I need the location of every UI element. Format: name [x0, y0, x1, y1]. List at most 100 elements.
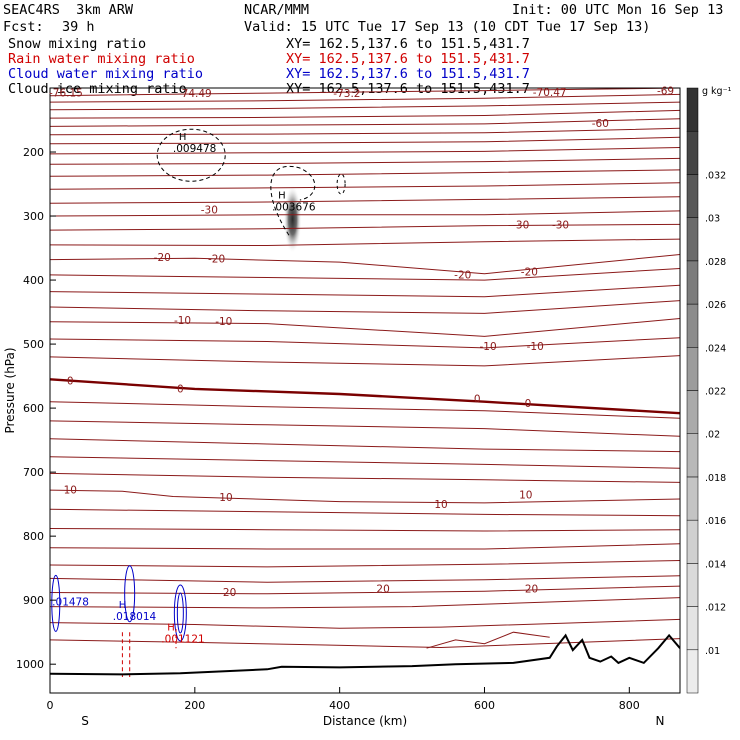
isotherm-line: [50, 401, 680, 419]
colorbar-tick-label: .018: [705, 473, 726, 484]
isotherm-label: -70.47: [533, 87, 567, 99]
isotherm-label: 10: [219, 492, 232, 504]
y-tick-label: 900: [23, 594, 44, 607]
y-tick-label: 800: [23, 530, 44, 543]
isotherm-line: [50, 196, 680, 204]
extremum-value: .018014: [113, 611, 157, 623]
extremum-value: .001121: [161, 634, 204, 646]
isotherm-label: -74.49: [178, 88, 212, 100]
extremum-value: .003676: [272, 201, 316, 213]
isotherm-line: [50, 254, 680, 275]
isotherm-line: [50, 93, 680, 103]
colorbar-swatch: [686, 217, 699, 262]
cloud-water-contour: [51, 574, 61, 632]
cloud-water-contour: [176, 592, 184, 634]
field-cloud-water-xy: XY= 162.5,137.6 to 151.5,431.7: [286, 66, 530, 82]
colorbar-tick-label: .02: [705, 430, 720, 441]
isotherm-line: [50, 300, 680, 314]
extremum-marker: H: [179, 132, 187, 143]
x-tick-label: 0: [47, 699, 54, 712]
contour-labels: -76.15 -74.49 -73.2 -70.47 -69 -60 -30 -30 -30 -2…: [49, 86, 674, 646]
y-tick-label: 700: [23, 466, 44, 479]
colorbar-tick-label: .014: [705, 559, 726, 570]
field-cloud-ice-name: Cloud ice mixing ratio: [8, 81, 187, 97]
isotherm-label: 0: [525, 398, 532, 410]
forecast-label: Fcst:: [3, 19, 44, 35]
isotherm-label: 0: [67, 376, 74, 388]
isotherm-label: 0: [474, 394, 481, 406]
isotherm-line: [426, 631, 550, 649]
isotherm-label: 0: [177, 383, 184, 395]
colorbar-swatch: [686, 174, 699, 218]
isotherm-line: [50, 438, 680, 453]
y-tick-label: 600: [23, 402, 44, 415]
isotherm-line: [50, 109, 680, 119]
isotherm-line: [50, 528, 680, 532]
field-cloud-water-name: Cloud water mixing ratio: [8, 66, 204, 82]
isotherm-label: -30: [201, 205, 218, 217]
snow-shading-blob: [283, 185, 302, 254]
y-tick-label: 1000: [16, 658, 44, 671]
y-tick-label: 400: [23, 274, 44, 287]
colorbar-swatch: [686, 390, 699, 434]
cloud-water-contour: [173, 584, 187, 642]
colorbar-tick-label: .032: [705, 170, 726, 181]
isotherm-line: [50, 169, 680, 177]
north-end-label: N: [656, 714, 665, 728]
isotherm-line: [50, 284, 680, 298]
colorbar-swatch: [686, 303, 699, 348]
isotherm-line: [50, 560, 680, 568]
colorbar: .01 .012 .014 .016 .018 .02 .022 .024 .026 .028 .0…: [686, 86, 732, 694]
x-tick-label: 800: [619, 699, 640, 712]
isotherm-label: -20: [154, 252, 171, 264]
isotherm-line: [50, 318, 680, 337]
field-rain-xy: XY= 162.5,137.6 to 151.5,431.7: [286, 51, 530, 67]
colorbar-swatch: [686, 476, 699, 521]
field-cloud-ice-xy: XY= 162.5,137.6 to 151.5,431.7: [286, 81, 530, 97]
axes: 0 200 400 600 800200300400500600700800900100…: [3, 146, 664, 728]
isotherm-line: [50, 223, 680, 231]
ice-contour: [156, 128, 226, 182]
isotherm-line: [50, 575, 680, 583]
field-snow-xy: XY= 162.5,137.6 to 151.5,431.7: [286, 36, 530, 52]
isotherm-line: [50, 182, 680, 190]
colorbar-swatch: [686, 347, 699, 391]
isotherm-line: [50, 456, 680, 469]
isotherm-label: -73.2: [333, 88, 360, 100]
isotherm-label: 10: [64, 484, 77, 496]
isotherm-line: [50, 472, 680, 483]
contour-layer: [50, 88, 680, 677]
isotherm-line: [50, 136, 680, 145]
isotherm-label: 20: [223, 587, 236, 599]
isotherm-label: -20: [521, 267, 538, 279]
colorbar-swatch: [686, 519, 699, 564]
isotherm-label: -10: [174, 315, 191, 327]
colorbar-swatch: [686, 649, 699, 694]
colorbar-unit: g kg⁻¹: [702, 86, 732, 97]
isotherm-line: [50, 127, 680, 136]
colorbar-swatch: [686, 260, 699, 305]
init-time: Init: 00 UTC Mon 16 Sep 13: [512, 2, 724, 18]
isotherm-line: [50, 508, 680, 517]
isotherm-line: [50, 585, 680, 595]
isotherm-line: [50, 147, 680, 155]
isotherm-line: [50, 210, 680, 217]
plot-border: [49, 87, 681, 694]
field-rain-name: Rain water mixing ratio: [8, 51, 195, 67]
plot-frame: [49, 87, 681, 694]
isotherm-line: [50, 489, 680, 504]
isotherm-label: -60: [592, 118, 609, 130]
x-tick-label: 600: [474, 699, 495, 712]
isotherm-line: [50, 157, 680, 165]
isotherm-line: [50, 618, 680, 629]
isotherm-label: -20: [208, 253, 225, 265]
field-snow-name: Snow mixing ratio: [8, 36, 147, 52]
model-name: SEAC4RS 3km ARW: [3, 2, 134, 18]
extremum-marker: H: [278, 190, 286, 201]
cloud-water-contour: [124, 565, 136, 623]
colorbar-tick-label: .03: [705, 214, 720, 225]
x-tick-label: 200: [184, 699, 205, 712]
y-tick-label: 200: [23, 146, 44, 159]
isotherm-line: [50, 378, 680, 415]
colorbar-swatch: [686, 130, 699, 175]
